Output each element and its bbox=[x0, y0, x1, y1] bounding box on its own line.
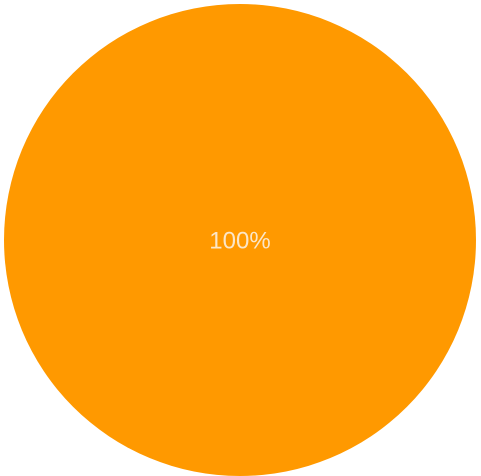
pie-slice-label-0: 100% bbox=[209, 227, 270, 254]
pie-slice-0 bbox=[4, 4, 476, 476]
